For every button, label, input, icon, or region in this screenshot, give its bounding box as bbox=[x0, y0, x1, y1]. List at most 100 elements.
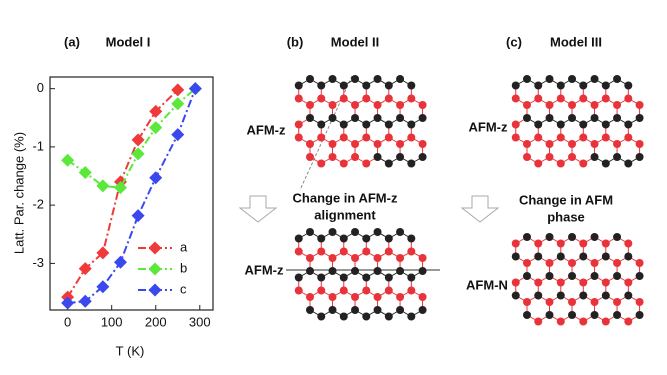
atom bbox=[613, 75, 622, 83]
atom bbox=[635, 140, 644, 148]
atom bbox=[351, 293, 360, 301]
atom bbox=[511, 278, 520, 287]
atom bbox=[317, 159, 326, 168]
atom bbox=[328, 228, 337, 236]
atom bbox=[384, 133, 393, 142]
atom bbox=[523, 272, 531, 280]
atom bbox=[568, 311, 577, 319]
arrow bbox=[460, 195, 500, 223]
atom bbox=[373, 153, 382, 161]
atom bbox=[306, 101, 314, 109]
atom bbox=[579, 133, 588, 142]
atom bbox=[511, 133, 520, 142]
atom bbox=[556, 81, 565, 90]
atom bbox=[624, 291, 633, 300]
lattices bbox=[294, 75, 644, 326]
atom bbox=[294, 120, 303, 129]
atom bbox=[545, 311, 554, 319]
atom bbox=[534, 120, 543, 129]
atom bbox=[384, 234, 393, 243]
atom bbox=[613, 233, 622, 241]
chart-title: Model I bbox=[106, 34, 151, 49]
marker bbox=[171, 83, 185, 97]
atom bbox=[579, 239, 588, 248]
atom bbox=[384, 120, 393, 129]
marker bbox=[96, 246, 110, 260]
atom bbox=[534, 252, 543, 261]
atom bbox=[613, 259, 622, 267]
atom bbox=[523, 298, 531, 306]
y-tick-label: -1 bbox=[32, 138, 44, 153]
atom bbox=[418, 140, 427, 148]
atom bbox=[294, 133, 303, 142]
atom bbox=[407, 159, 416, 168]
lattice-label: AFM-N bbox=[466, 277, 508, 292]
x-axis-label: T (K) bbox=[116, 343, 145, 358]
marker bbox=[149, 104, 163, 118]
atom bbox=[362, 120, 371, 129]
atom bbox=[590, 259, 599, 267]
atom bbox=[523, 75, 531, 83]
atom bbox=[590, 311, 599, 319]
marker bbox=[149, 121, 163, 135]
atom bbox=[624, 317, 633, 326]
atom bbox=[556, 317, 565, 326]
panel-title: Model II bbox=[331, 34, 379, 49]
atom bbox=[407, 81, 416, 90]
atom bbox=[418, 306, 427, 314]
atom bbox=[328, 101, 337, 109]
atom bbox=[418, 254, 427, 262]
atom bbox=[396, 114, 405, 122]
atom bbox=[635, 272, 644, 280]
atom bbox=[601, 133, 610, 142]
atom bbox=[523, 114, 531, 122]
marker bbox=[113, 255, 127, 269]
atom bbox=[579, 159, 588, 168]
atom bbox=[306, 267, 314, 275]
atom bbox=[613, 298, 622, 306]
atom bbox=[351, 75, 360, 83]
atom bbox=[534, 133, 543, 142]
atom bbox=[534, 94, 543, 103]
atom bbox=[396, 254, 405, 262]
atom bbox=[556, 291, 565, 300]
atom bbox=[534, 81, 543, 90]
marker bbox=[96, 179, 110, 193]
atom bbox=[523, 153, 531, 161]
atom bbox=[523, 233, 531, 241]
atom bbox=[351, 267, 360, 275]
atom bbox=[590, 101, 599, 109]
atom bbox=[556, 239, 565, 248]
atom bbox=[407, 273, 416, 282]
atom bbox=[328, 293, 337, 301]
atom bbox=[534, 317, 543, 326]
atom bbox=[545, 153, 554, 161]
panel-title: Model III bbox=[550, 34, 602, 49]
atom bbox=[613, 140, 622, 148]
y-axis-label: Latt. Par. change (%) bbox=[11, 132, 26, 254]
atom bbox=[396, 153, 405, 161]
atom bbox=[373, 140, 382, 148]
atom bbox=[362, 286, 371, 295]
lattice-label: AFM-z bbox=[247, 122, 286, 137]
atom bbox=[328, 114, 337, 122]
atom bbox=[306, 293, 314, 301]
x-tick-label: 100 bbox=[101, 314, 123, 329]
marker bbox=[149, 171, 163, 185]
atom bbox=[590, 153, 599, 161]
atom bbox=[545, 75, 554, 83]
atom bbox=[601, 252, 610, 261]
atom bbox=[590, 298, 599, 306]
change-note: Change in AFM-z bbox=[293, 190, 398, 205]
atom bbox=[351, 101, 360, 109]
atom bbox=[523, 311, 531, 319]
change-note: phase bbox=[547, 209, 585, 224]
atom bbox=[418, 101, 427, 109]
atom bbox=[362, 247, 371, 256]
atom bbox=[317, 312, 326, 321]
atom bbox=[373, 293, 382, 301]
atom bbox=[635, 114, 644, 122]
plot-frame bbox=[49, 76, 214, 311]
